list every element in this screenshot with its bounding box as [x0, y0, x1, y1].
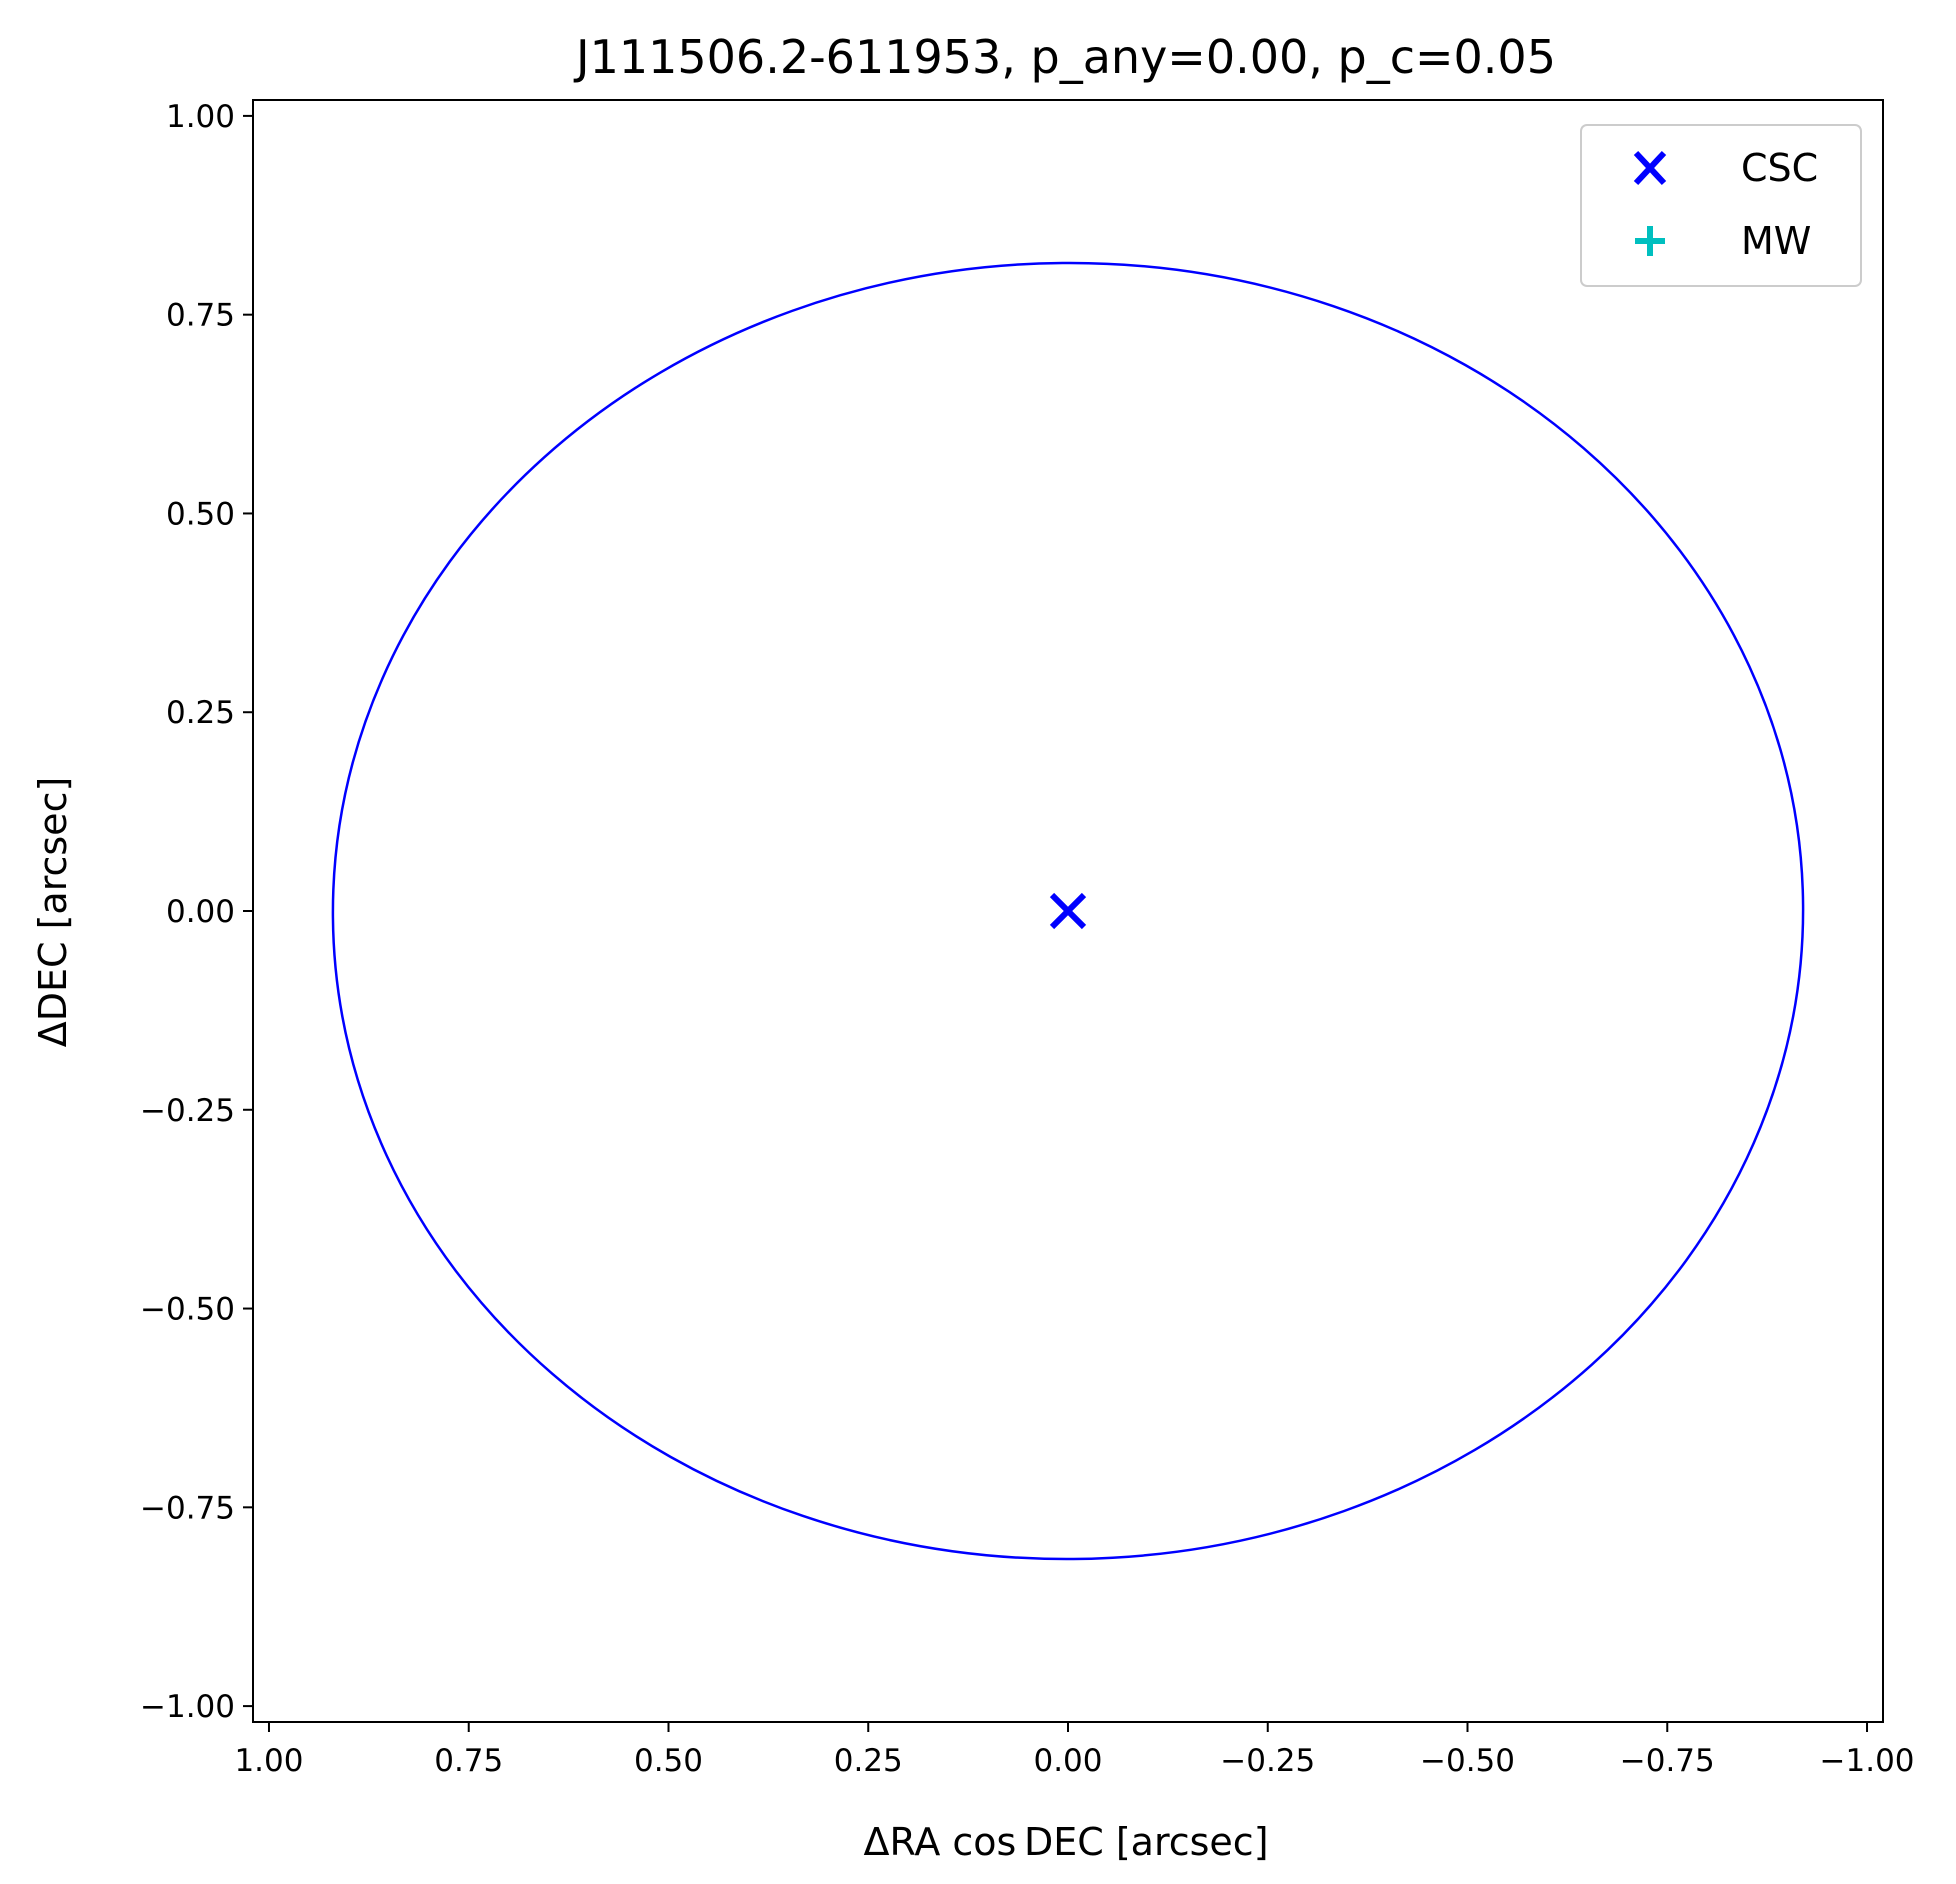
x-axis-label: ΔRA cos DEC [arcsec] — [863, 1820, 1268, 1864]
legend-label-mw: MW — [1741, 219, 1811, 263]
x-tick-label: 0.25 — [834, 1743, 903, 1779]
plot-area: 1.00 0.75 0.50 0.25 0.00 −0.25 −0.50 −0.75 −1.00… — [140, 99, 1915, 1779]
x-tick-label: −0.75 — [1620, 1743, 1715, 1779]
legend-label-csc: CSC — [1741, 146, 1818, 190]
legend-csc-marker-icon — [1633, 150, 1667, 186]
y-tick-label: 1.00 — [166, 99, 235, 135]
y-tick-label: 0.50 — [166, 496, 235, 532]
marker-stroke — [1049, 892, 1087, 930]
x-tick-label: 0.75 — [434, 1743, 503, 1779]
error-ellipse — [331, 261, 1805, 1561]
y-axis-label: ΔDEC [arcsec] — [31, 777, 75, 1048]
y-tick-label: −1.00 — [140, 1689, 235, 1725]
y-tick-label: 0.00 — [166, 894, 235, 930]
x-tick-label: 0.00 — [1033, 1743, 1102, 1779]
legend: CSC MW — [1580, 124, 1862, 287]
y-tick-label: −0.75 — [140, 1490, 235, 1526]
x-tick-label: 0.50 — [634, 1743, 703, 1779]
y-tick-label: −0.25 — [140, 1093, 235, 1129]
chart-title: J111506.2-611953, p_any=0.00, p_c=0.05 — [573, 30, 1556, 84]
x-tick-label: −0.25 — [1220, 1743, 1315, 1779]
x-tick-label: 1.00 — [234, 1743, 303, 1779]
data-point-csc-0 — [1049, 892, 1087, 930]
y-tick-label: 0.75 — [166, 298, 235, 334]
x-tick-label: −1.00 — [1820, 1743, 1915, 1779]
legend-box — [1580, 124, 1862, 287]
y-tick-label: 0.25 — [166, 695, 235, 731]
legend-mw-marker-icon — [1635, 226, 1665, 256]
x-tick-label: −0.50 — [1420, 1743, 1515, 1779]
y-tick-label: −0.50 — [140, 1292, 235, 1328]
